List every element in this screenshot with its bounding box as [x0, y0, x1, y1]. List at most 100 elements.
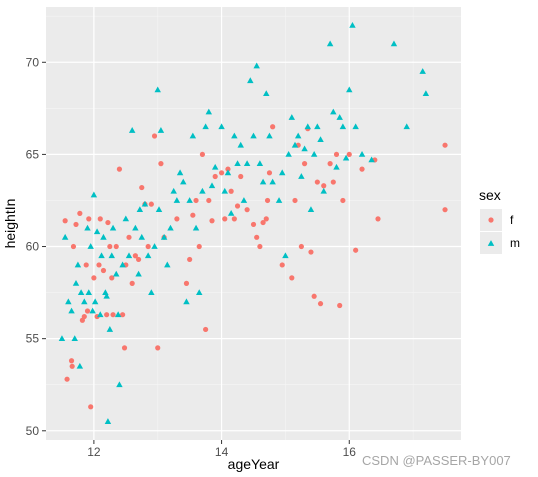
point-m-22: [104, 418, 112, 424]
point-m-96: [336, 114, 343, 120]
point-f-43: [190, 212, 196, 218]
point-m-76: [266, 132, 273, 139]
point-f-41: [183, 280, 190, 286]
axis-tick-labels: 12 14 16 50 55 60 65 70: [26, 55, 357, 459]
point-m-62: [221, 187, 228, 194]
point-m-67: [237, 141, 244, 148]
point-f-15: [96, 262, 102, 268]
point-m-1: [61, 233, 69, 240]
point-f-86: [359, 166, 365, 172]
point-m-71: [250, 132, 257, 139]
point-f-68: [289, 275, 295, 281]
point-m-55: [196, 289, 203, 295]
point-m-11: [85, 289, 93, 295]
point-f-80: [330, 179, 336, 185]
point-f-79: [327, 161, 333, 167]
point-f-78: [321, 183, 327, 189]
point-f-32: [139, 184, 145, 191]
point-m-82: [288, 114, 296, 120]
point-m-23: [106, 326, 114, 332]
point-f-38: [158, 161, 164, 167]
point-m-53: [189, 132, 197, 139]
point-m-50: [180, 178, 187, 185]
point-f-36: [151, 133, 158, 139]
point-m-70: [247, 77, 254, 84]
y-axis-title: heightIn: [2, 199, 18, 249]
point-m-79: [279, 169, 286, 176]
point-f-54: [228, 188, 234, 194]
point-m-47: [170, 187, 177, 194]
point-f-5: [73, 221, 79, 228]
point-m-91: [317, 136, 324, 143]
data-points: [58, 22, 448, 424]
point-m-7: [76, 362, 84, 369]
point-f-65: [266, 170, 273, 176]
point-m-18: [98, 252, 105, 259]
y-tick-label-70: 70: [26, 55, 40, 69]
point-f-64: [264, 197, 271, 204]
point-f-81: [333, 151, 340, 158]
point-m-26: [113, 270, 120, 277]
point-f-25: [120, 312, 126, 318]
y-tick-label-65: 65: [26, 147, 40, 161]
point-f-20: [107, 243, 113, 250]
point-m-87: [304, 123, 311, 130]
point-f-57: [238, 173, 244, 180]
point-f-53: [225, 166, 231, 172]
point-m-78: [275, 197, 283, 203]
point-m-37: [141, 200, 149, 207]
point-m-101: [352, 123, 359, 130]
point-m-21: [103, 292, 110, 299]
point-m-104: [390, 40, 398, 47]
point-m-105: [403, 123, 410, 130]
point-m-5: [72, 279, 80, 286]
point-m-60: [211, 163, 219, 170]
point-m-83: [291, 141, 299, 148]
point-m-36: [138, 233, 145, 240]
point-f-52: [222, 216, 228, 222]
legend: sex f m: [479, 187, 520, 254]
point-m-45: [164, 261, 171, 268]
point-f-44: [193, 197, 199, 204]
legend-keys: [487, 217, 495, 246]
legend-key-m: [487, 240, 495, 246]
point-f-46: [199, 151, 206, 158]
point-m-68: [240, 197, 248, 203]
point-f-58: [244, 207, 250, 213]
point-f-22: [110, 312, 116, 318]
point-m-106: [419, 68, 426, 74]
point-f-42: [187, 256, 193, 263]
point-m-27: [114, 311, 122, 318]
point-f-76: [314, 179, 320, 185]
point-f-90: [442, 207, 448, 213]
point-m-89: [310, 151, 318, 157]
x-tick-label-12: 12: [87, 445, 101, 459]
y-tick-label-60: 60: [26, 240, 40, 254]
point-m-65: [231, 132, 238, 139]
point-m-49: [176, 169, 184, 176]
point-f-55: [231, 216, 237, 222]
point-f-30: [132, 253, 138, 259]
point-m-77: [269, 178, 276, 185]
point-m-99: [346, 86, 353, 93]
point-m-32: [128, 127, 136, 133]
point-m-54: [192, 224, 200, 231]
series-f: [62, 124, 448, 410]
point-f-19: [105, 219, 111, 226]
point-m-88: [307, 206, 315, 213]
point-m-44: [160, 233, 168, 240]
y-tick-label-50: 50: [26, 424, 40, 438]
point-m-98: [342, 154, 350, 161]
point-m-102: [358, 151, 366, 157]
point-m-97: [339, 123, 347, 130]
point-m-74: [259, 178, 267, 185]
point-f-61: [257, 243, 263, 250]
point-f-35: [148, 201, 154, 207]
legend-title: sex: [479, 187, 501, 203]
point-f-63: [263, 216, 269, 222]
point-m-103: [368, 156, 375, 163]
point-m-15: [91, 298, 99, 305]
point-f-69: [292, 197, 298, 204]
x-tick-label-14: 14: [215, 445, 229, 459]
